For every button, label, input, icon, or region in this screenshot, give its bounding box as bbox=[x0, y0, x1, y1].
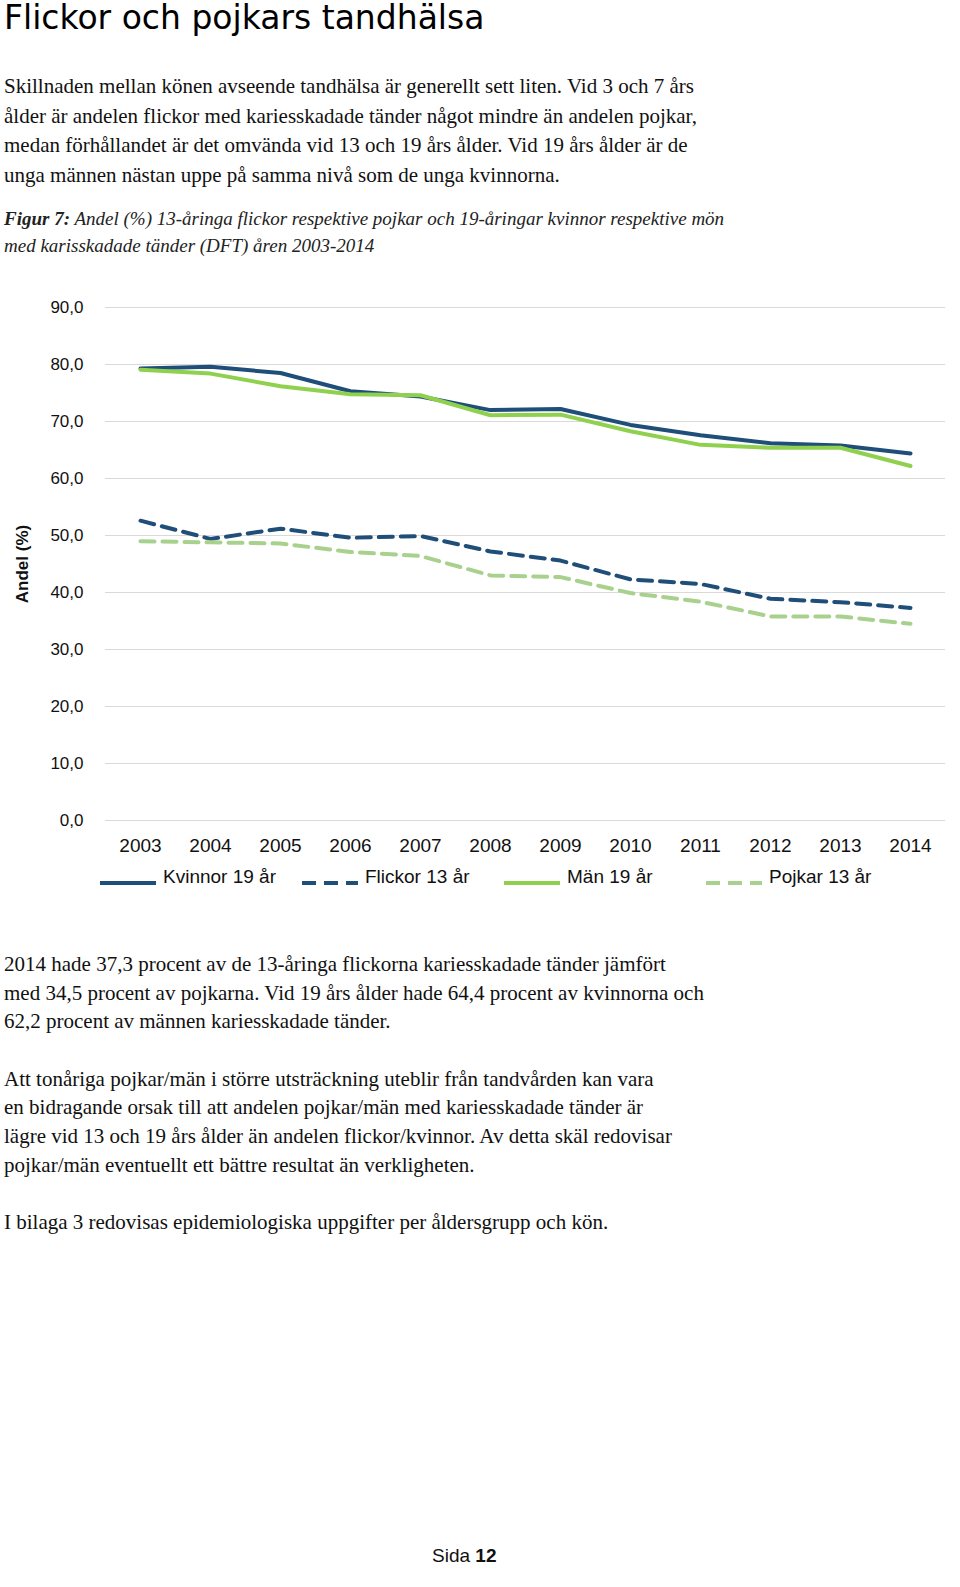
html-text:Figur 7: Andel (%) 13-åringa f: Figur 7: Andel (%) 13-åringa flickor res… bbox=[4, 208, 725, 229]
html-text:Att tonåriga pojkar/män i stör: Att tonåriga pojkar/män i större utsträc… bbox=[4, 1066, 654, 1091]
svg-text:2008: 2008 bbox=[469, 835, 511, 856]
html-text:lägre vid 13 och 19 års ålder: lägre vid 13 och 19 års ålder än andelen… bbox=[4, 1124, 672, 1148]
svg-text:2012: 2012 bbox=[749, 835, 791, 856]
html-text:med 34,5 procent av pojkarna.: med 34,5 procent av pojkarna. Vid 19 års… bbox=[4, 980, 704, 1005]
html-text:Pojkar 13 år: Pojkar 13 år bbox=[769, 866, 872, 887]
html-text:Kvinnor 19 år: Kvinnor 19 år bbox=[163, 866, 276, 887]
svg-text:2004: 2004 bbox=[189, 835, 232, 856]
html-text:unga männen nästan uppe på sam: unga männen nästan uppe på samma nivå so… bbox=[4, 162, 560, 187]
html-text:Flickor 13 år: Flickor 13 år bbox=[365, 866, 470, 887]
svg-text:2011: 2011 bbox=[680, 835, 721, 856]
svg-text:90,0: 90,0 bbox=[50, 298, 83, 317]
svg-text:80,0: 80,0 bbox=[50, 355, 83, 374]
svg-text:2005: 2005 bbox=[259, 835, 301, 856]
html-text:Skillnaden mellan könen avseen: Skillnaden mellan könen avseende tandhäl… bbox=[4, 74, 694, 98]
svg-text:2014: 2014 bbox=[889, 835, 932, 856]
svg-text:40,0: 40,0 bbox=[50, 583, 83, 602]
html-text:I bilaga 3 redovisas epidemiol: I bilaga 3 redovisas epidemiologiska upp… bbox=[4, 1209, 609, 1234]
html-text:med karisskadade tänder (DFT): med karisskadade tänder (DFT) åren 2003-… bbox=[4, 235, 375, 256]
svg-text:30,0: 30,0 bbox=[50, 640, 83, 659]
svg-text:0,0: 0,0 bbox=[60, 811, 84, 830]
html-text:en bidragande orsak till att a: en bidragande orsak till att andelen poj… bbox=[4, 1095, 644, 1120]
html-text:62,2 procent av männen kariess: 62,2 procent av männen kariesskadade tän… bbox=[4, 1009, 391, 1034]
svg-text:2013: 2013 bbox=[819, 835, 861, 856]
svg-text:2003: 2003 bbox=[119, 835, 161, 856]
html-text:ålder är andelen flickor med k: ålder är andelen flickor med kariesskada… bbox=[4, 103, 697, 128]
svg-text:50,0: 50,0 bbox=[50, 526, 83, 545]
svg-text:Andel (%): Andel (%) bbox=[13, 525, 32, 603]
svg-text:2006: 2006 bbox=[329, 835, 371, 856]
svg-text:2010: 2010 bbox=[609, 835, 651, 856]
svg-text:70,0: 70,0 bbox=[50, 412, 83, 431]
html-text:medan förhållandet är det omvä: medan förhållandet är det omvända vid 13… bbox=[4, 133, 688, 157]
html-text:Sida 12: Sida 12 bbox=[432, 1545, 497, 1566]
html-text:pojkar/män eventuellt ett bätt: pojkar/män eventuellt ett bättre resulta… bbox=[4, 1152, 475, 1177]
svg-text:20,0: 20,0 bbox=[50, 697, 83, 716]
svg-text:10,0: 10,0 bbox=[50, 754, 83, 773]
svg-text:2009: 2009 bbox=[539, 835, 581, 856]
html-text:2014 hade 37,3 procent av de 1: 2014 hade 37,3 procent av de 13-åringa f… bbox=[4, 952, 666, 976]
html-text:Män 19 år: Män 19 år bbox=[567, 866, 653, 887]
svg-text:60,0: 60,0 bbox=[50, 469, 83, 488]
svg-text:2007: 2007 bbox=[399, 835, 441, 856]
